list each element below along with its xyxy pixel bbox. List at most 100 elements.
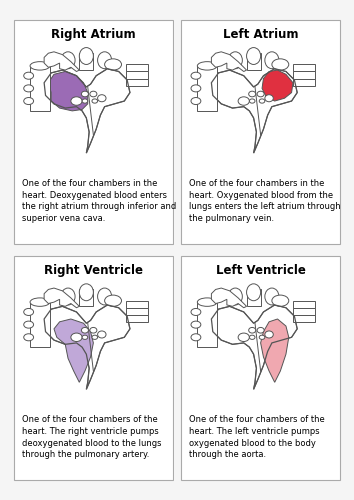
Ellipse shape — [98, 288, 112, 305]
FancyBboxPatch shape — [181, 256, 340, 480]
Text: Right Atrium: Right Atrium — [51, 28, 136, 41]
Polygon shape — [48, 72, 88, 111]
Bar — [126, 78, 148, 86]
Polygon shape — [44, 52, 79, 72]
Bar — [30, 302, 50, 347]
Ellipse shape — [24, 321, 34, 328]
Ellipse shape — [249, 335, 255, 340]
Ellipse shape — [98, 52, 112, 68]
Bar — [79, 290, 93, 306]
Bar — [293, 78, 315, 86]
Ellipse shape — [79, 284, 93, 300]
Bar — [197, 302, 217, 347]
FancyBboxPatch shape — [14, 20, 173, 244]
Polygon shape — [211, 68, 297, 153]
Ellipse shape — [265, 288, 279, 305]
Bar — [79, 53, 93, 70]
Ellipse shape — [92, 335, 98, 340]
Ellipse shape — [249, 328, 256, 333]
Ellipse shape — [265, 52, 279, 68]
Ellipse shape — [79, 48, 93, 64]
Bar — [126, 308, 148, 315]
Ellipse shape — [191, 321, 201, 328]
Bar — [126, 72, 148, 78]
Ellipse shape — [259, 335, 265, 340]
Ellipse shape — [82, 335, 88, 340]
Ellipse shape — [98, 94, 106, 102]
Ellipse shape — [191, 308, 201, 316]
Bar — [30, 66, 50, 111]
Ellipse shape — [249, 91, 256, 97]
Ellipse shape — [90, 328, 97, 333]
Ellipse shape — [105, 295, 121, 306]
Ellipse shape — [191, 98, 201, 104]
Bar — [293, 72, 315, 78]
Polygon shape — [44, 305, 130, 390]
Polygon shape — [44, 288, 79, 308]
Ellipse shape — [61, 288, 75, 305]
Ellipse shape — [92, 99, 98, 103]
Ellipse shape — [24, 308, 34, 316]
Ellipse shape — [81, 91, 88, 97]
Ellipse shape — [265, 331, 273, 338]
Polygon shape — [211, 52, 247, 72]
Bar — [197, 66, 217, 111]
Ellipse shape — [98, 331, 106, 338]
Ellipse shape — [228, 288, 242, 305]
Ellipse shape — [191, 334, 201, 341]
Ellipse shape — [272, 295, 289, 306]
Ellipse shape — [238, 97, 249, 106]
Bar — [293, 315, 315, 322]
Text: Left Atrium: Left Atrium — [223, 28, 298, 41]
Ellipse shape — [30, 298, 50, 306]
Ellipse shape — [191, 72, 201, 79]
Bar — [247, 53, 261, 70]
Polygon shape — [262, 70, 293, 101]
Ellipse shape — [228, 52, 242, 68]
Text: One of the four chambers of the
heart. The right ventricle pumps
deoxygenated bl: One of the four chambers of the heart. T… — [22, 415, 162, 460]
Ellipse shape — [71, 333, 82, 342]
Ellipse shape — [265, 94, 273, 102]
Ellipse shape — [105, 59, 121, 70]
Ellipse shape — [272, 59, 289, 70]
Ellipse shape — [82, 99, 88, 103]
Polygon shape — [54, 319, 93, 382]
Ellipse shape — [247, 48, 261, 64]
Text: Left Ventricle: Left Ventricle — [216, 264, 306, 277]
Polygon shape — [211, 288, 247, 308]
Bar — [126, 300, 148, 308]
Text: One of the four chambers in the
heart. Oxygenated blood from the
lungs enters th: One of the four chambers in the heart. O… — [189, 179, 341, 223]
Text: Right Ventricle: Right Ventricle — [44, 264, 143, 277]
Ellipse shape — [191, 85, 201, 92]
Text: One of the four chambers in the
heart. Deoxygenated blood enters
the right atriu: One of the four chambers in the heart. D… — [22, 179, 176, 223]
Polygon shape — [261, 319, 289, 382]
Polygon shape — [211, 305, 297, 390]
FancyBboxPatch shape — [14, 256, 173, 480]
Ellipse shape — [247, 284, 261, 300]
Ellipse shape — [71, 97, 82, 106]
Polygon shape — [44, 68, 130, 153]
Bar — [293, 300, 315, 308]
Ellipse shape — [197, 62, 217, 70]
Ellipse shape — [24, 85, 34, 92]
Bar — [247, 290, 261, 306]
Ellipse shape — [24, 98, 34, 104]
Ellipse shape — [197, 298, 217, 306]
Ellipse shape — [259, 99, 265, 103]
Ellipse shape — [30, 62, 50, 70]
Ellipse shape — [238, 333, 249, 342]
Bar — [126, 64, 148, 71]
Bar — [293, 64, 315, 71]
Ellipse shape — [257, 328, 264, 333]
Text: One of the four chambers of the
heart. The left ventricle pumps
oxygenated blood: One of the four chambers of the heart. T… — [189, 415, 325, 460]
Bar — [126, 315, 148, 322]
Ellipse shape — [249, 99, 255, 103]
Ellipse shape — [61, 52, 75, 68]
Ellipse shape — [257, 91, 264, 97]
Ellipse shape — [24, 334, 34, 341]
FancyBboxPatch shape — [181, 20, 340, 244]
Ellipse shape — [90, 91, 97, 97]
Ellipse shape — [81, 328, 88, 333]
Ellipse shape — [24, 72, 34, 79]
Bar — [293, 308, 315, 315]
